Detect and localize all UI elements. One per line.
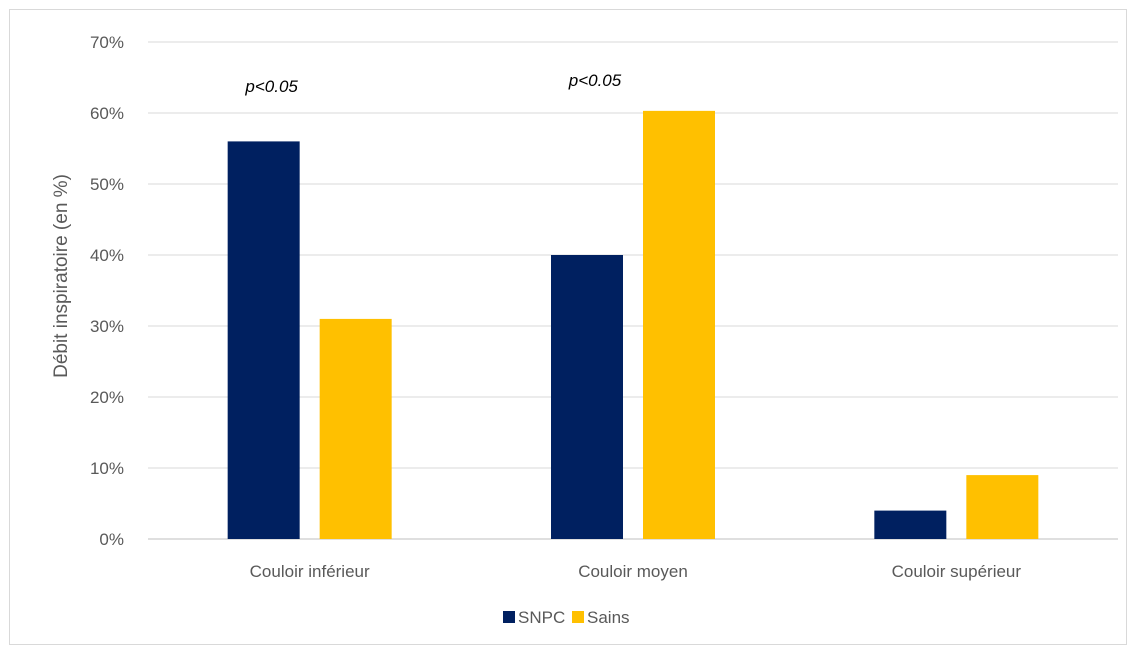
x-axis-categories: Couloir inférieur Couloir moyen Couloir su… [250, 562, 1022, 581]
significance-annotation: p<0.05 [244, 77, 298, 96]
bars [227, 110, 1039, 540]
y-tick-label: 40% [90, 246, 124, 265]
annotations: p<0.05 p<0.05 [244, 71, 621, 96]
legend: SNPC Sains [503, 608, 630, 627]
y-tick-label: 70% [90, 33, 124, 52]
legend-label: Sains [587, 608, 630, 627]
legend-swatch [572, 611, 584, 623]
legend-swatch [503, 611, 515, 623]
y-tick-label: 30% [90, 317, 124, 336]
bar-snpc [874, 510, 947, 539]
y-tick-label: 60% [90, 104, 124, 123]
y-axis-label: Débit inspiratoire (en %) [51, 174, 72, 378]
x-category-label: Couloir inférieur [250, 562, 370, 581]
x-category-label: Couloir moyen [578, 562, 688, 581]
bar-snpc [551, 255, 623, 539]
y-tick-label: 10% [90, 459, 124, 478]
y-axis-ticks: 0% 10% 20% 30% 40% 50% 60% 70% [90, 33, 124, 549]
y-tick-label: 20% [90, 388, 124, 407]
bar-sains [643, 110, 715, 540]
legend-label: SNPC [518, 608, 565, 627]
bar-sains [966, 475, 1039, 539]
x-category-label: Couloir supérieur [892, 562, 1022, 581]
y-tick-label: 0% [99, 530, 124, 549]
y-tick-label: 50% [90, 175, 124, 194]
gridlines [148, 41, 1118, 540]
bar-snpc [227, 141, 300, 539]
bar-sains [319, 318, 392, 539]
significance-annotation: p<0.05 [568, 71, 622, 90]
